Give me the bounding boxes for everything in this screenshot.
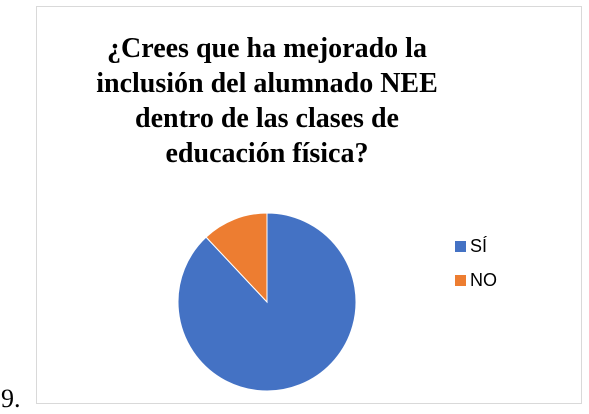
chart-title-line-3: dentro de las clases de xyxy=(135,103,399,134)
chart-title: ¿Crees que ha mejorado la inclusión del … xyxy=(37,31,497,171)
pie-slice-no xyxy=(205,212,268,304)
chart-title-line-2: inclusión del alumnado NEE xyxy=(96,68,438,99)
pie-chart xyxy=(177,212,357,392)
legend: SÍ NO xyxy=(455,229,497,297)
legend-swatch-si xyxy=(455,240,466,252)
chart-area: ¿Crees que ha mejorado la inclusión del … xyxy=(36,6,582,404)
legend-swatch-no xyxy=(455,274,466,286)
legend-item-no: NO xyxy=(455,263,497,297)
chart-title-line-1: ¿Crees que ha mejorado la xyxy=(107,33,427,64)
legend-label-no: NO xyxy=(470,269,497,290)
item-number: 9. xyxy=(1,384,21,413)
legend-label-si: SÍ xyxy=(470,235,488,256)
chart-title-line-4: educación física? xyxy=(165,138,369,169)
legend-item-si: SÍ xyxy=(455,229,497,263)
